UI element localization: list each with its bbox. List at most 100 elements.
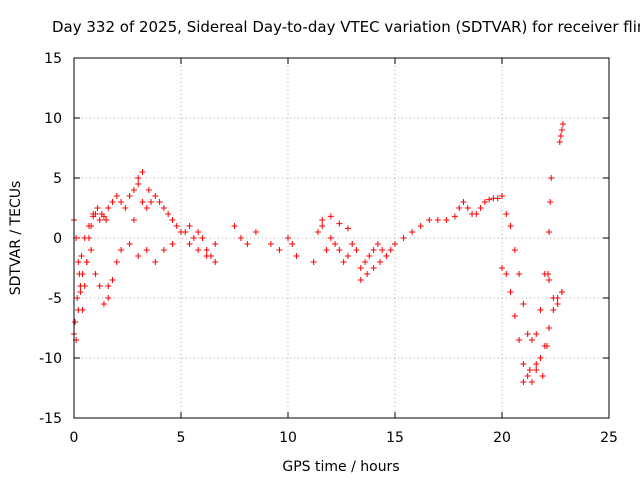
data-point xyxy=(526,367,533,373)
data-point xyxy=(537,307,544,313)
data-point xyxy=(481,199,488,205)
data-point xyxy=(507,223,514,229)
data-point xyxy=(289,241,296,247)
data-point xyxy=(516,337,523,343)
data-point xyxy=(122,205,129,211)
data-point xyxy=(464,205,471,211)
data-point xyxy=(387,247,394,253)
y-axis-label: SDTVAR / TECUs xyxy=(8,181,24,296)
data-point xyxy=(499,265,505,271)
data-point xyxy=(81,235,88,241)
data-point xyxy=(533,361,540,367)
data-point xyxy=(126,193,133,199)
data-point xyxy=(434,217,441,223)
data-point xyxy=(203,247,210,253)
data-point xyxy=(460,199,467,205)
data-point xyxy=(370,247,377,253)
x-tick-label: 25 xyxy=(600,430,618,446)
data-point xyxy=(130,217,137,223)
data-point xyxy=(109,277,116,283)
data-point xyxy=(237,235,244,241)
data-point xyxy=(314,229,321,235)
data-point xyxy=(231,223,238,229)
data-point xyxy=(199,235,206,241)
data-point xyxy=(109,199,116,205)
data-point xyxy=(520,301,527,307)
data-point xyxy=(103,217,110,223)
data-point xyxy=(353,247,360,253)
data-point xyxy=(528,337,535,343)
data-point xyxy=(165,211,172,217)
x-tick-label: 15 xyxy=(386,430,404,446)
x-tick-label: 5 xyxy=(177,430,186,446)
data-point xyxy=(77,289,84,295)
data-point xyxy=(364,271,371,277)
data-point xyxy=(105,283,112,289)
data-point xyxy=(139,169,146,175)
data-point xyxy=(293,253,300,259)
data-point xyxy=(533,331,540,337)
data-point xyxy=(520,379,527,385)
data-point xyxy=(443,217,450,223)
data-point xyxy=(554,301,561,307)
data-point xyxy=(244,241,251,247)
data-point xyxy=(78,253,85,259)
data-point xyxy=(319,223,326,229)
data-point xyxy=(195,247,202,253)
y-tick-label: -10 xyxy=(39,351,62,367)
data-point xyxy=(267,241,274,247)
data-point xyxy=(409,229,416,235)
data-point xyxy=(143,205,150,211)
data-point xyxy=(344,253,351,259)
data-point xyxy=(558,127,565,133)
data-point xyxy=(285,235,291,241)
data-point xyxy=(556,139,563,145)
y-tick-label: 15 xyxy=(44,51,62,67)
data-point xyxy=(75,259,82,265)
data-point xyxy=(499,193,505,199)
data-point xyxy=(135,175,142,181)
data-point xyxy=(366,253,373,259)
data-point xyxy=(212,241,219,247)
data-point xyxy=(524,373,531,379)
data-point xyxy=(503,271,510,277)
data-point xyxy=(392,241,398,247)
data-point xyxy=(186,223,193,229)
data-point xyxy=(173,223,180,229)
data-point xyxy=(156,199,163,205)
data-point xyxy=(96,283,103,289)
data-point xyxy=(94,205,101,211)
chart-title: Day 332 of 2025, Sidereal Day-to-day VTE… xyxy=(52,18,640,36)
data-point xyxy=(548,175,555,181)
data-point xyxy=(327,235,334,241)
data-point xyxy=(100,301,107,307)
data-point xyxy=(79,271,86,277)
data-point xyxy=(362,259,369,265)
data-point xyxy=(203,253,210,259)
data-point xyxy=(160,247,167,253)
data-point xyxy=(74,295,81,301)
data-point xyxy=(105,205,112,211)
data-point xyxy=(332,241,339,247)
data-point xyxy=(417,223,424,229)
data-point xyxy=(370,265,377,271)
y-tick-label: -5 xyxy=(48,291,62,307)
data-point xyxy=(400,235,407,241)
data-point xyxy=(143,247,150,253)
data-point xyxy=(152,193,159,199)
data-point xyxy=(83,259,90,265)
data-point xyxy=(546,229,553,235)
data-point xyxy=(113,259,120,265)
data-point xyxy=(113,193,120,199)
data-point xyxy=(85,223,92,229)
data-point xyxy=(130,187,137,193)
data-point xyxy=(340,259,347,265)
data-point xyxy=(118,247,125,253)
data-point xyxy=(96,217,103,223)
data-point xyxy=(546,325,553,331)
data-point xyxy=(118,199,125,205)
x-axis-label: GPS time / hours xyxy=(282,459,399,475)
data-point xyxy=(377,259,384,265)
data-point xyxy=(212,259,219,265)
